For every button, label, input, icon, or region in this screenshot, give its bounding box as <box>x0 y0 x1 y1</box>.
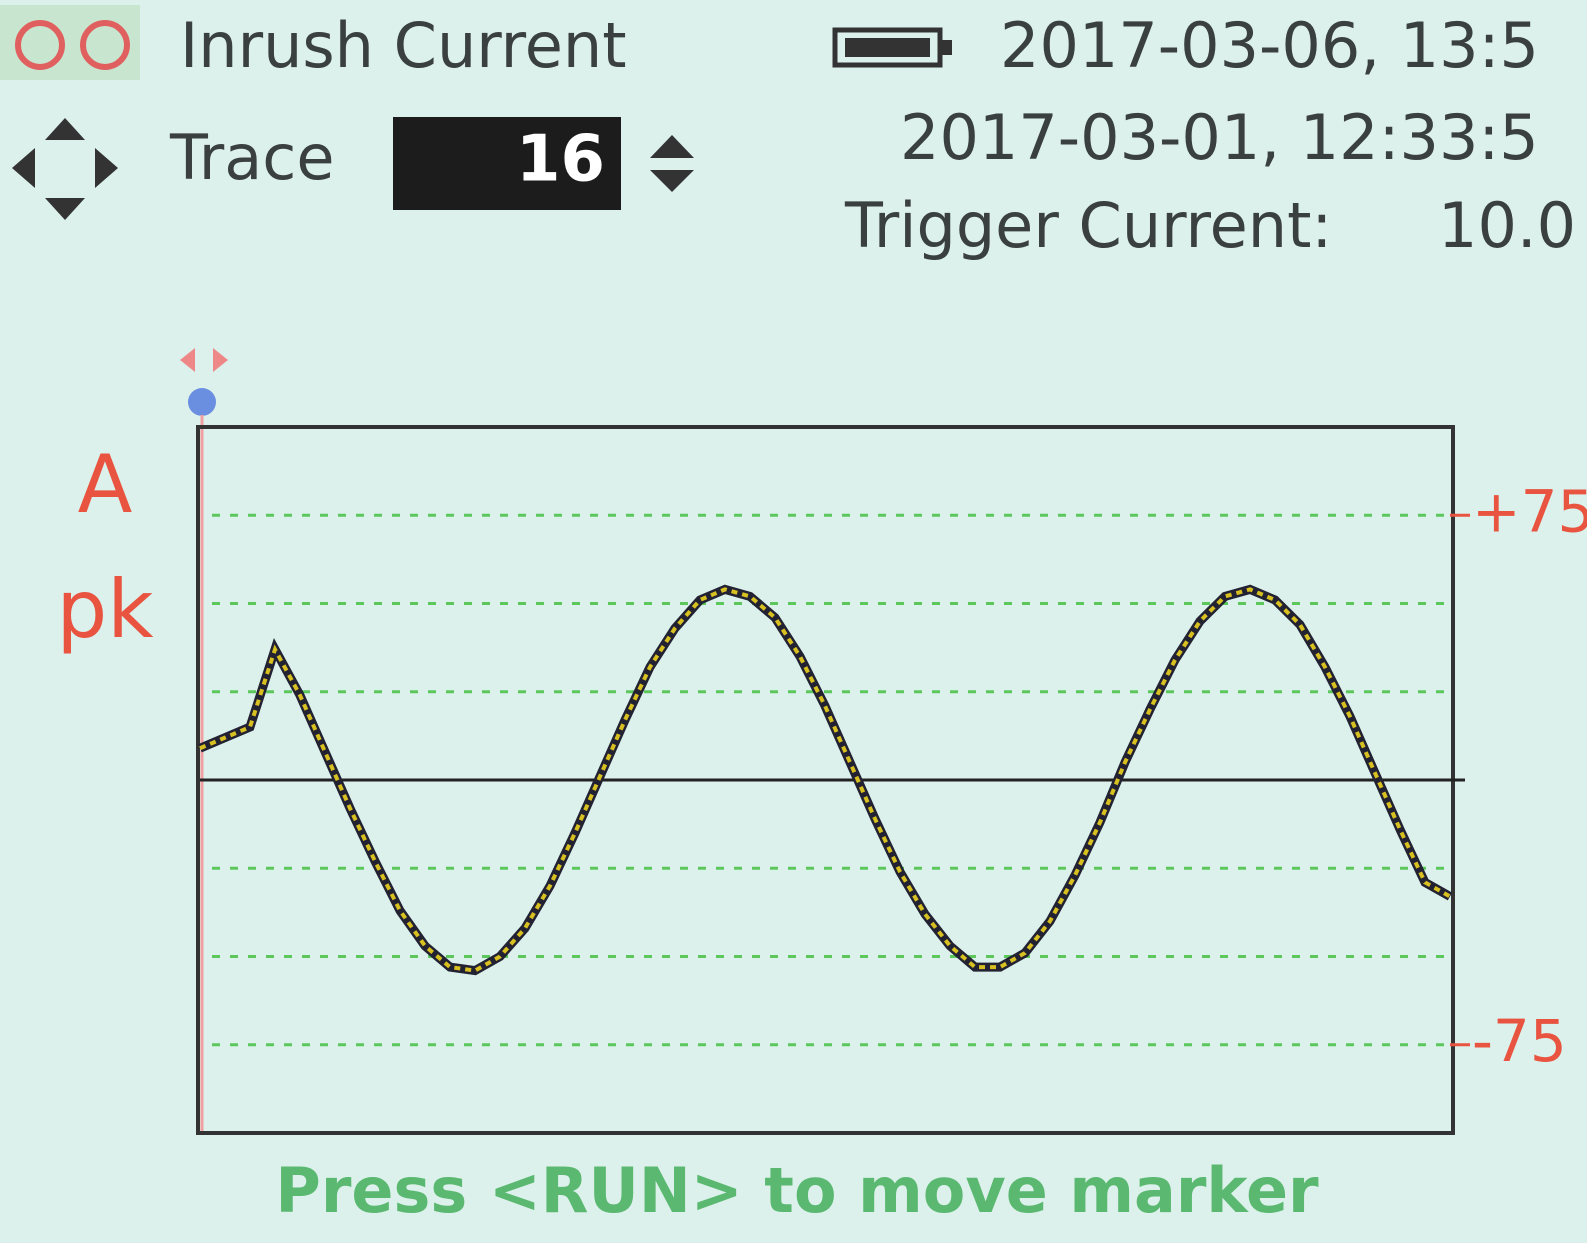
y-tick-label: +75 <box>1472 477 1587 545</box>
trace-label: Trace <box>169 121 334 194</box>
y-tick-label: -75 <box>1472 1007 1567 1075</box>
unit: A <box>78 438 133 531</box>
trigger-value: 10.0 <box>1438 189 1576 262</box>
waveform <box>199 587 1451 973</box>
trace-time: 2017-03-01, 12:33:5 <box>900 101 1539 174</box>
spin-icon[interactable] <box>650 135 694 192</box>
trigger-label: Trigger Current: <box>844 189 1332 262</box>
hint: Press <RUN> to move marker <box>275 1154 1319 1227</box>
datetime: 2017-03-06, 13:5 <box>1000 9 1539 82</box>
nav-icon <box>12 118 118 220</box>
title: Inrush Current <box>180 9 627 82</box>
trace-box[interactable] <box>393 117 621 210</box>
unit2: pk <box>56 563 154 656</box>
trace-value: 16 <box>516 123 605 197</box>
status-icon <box>0 5 140 80</box>
marker-icon <box>180 348 228 1133</box>
battery-icon <box>832 27 952 68</box>
